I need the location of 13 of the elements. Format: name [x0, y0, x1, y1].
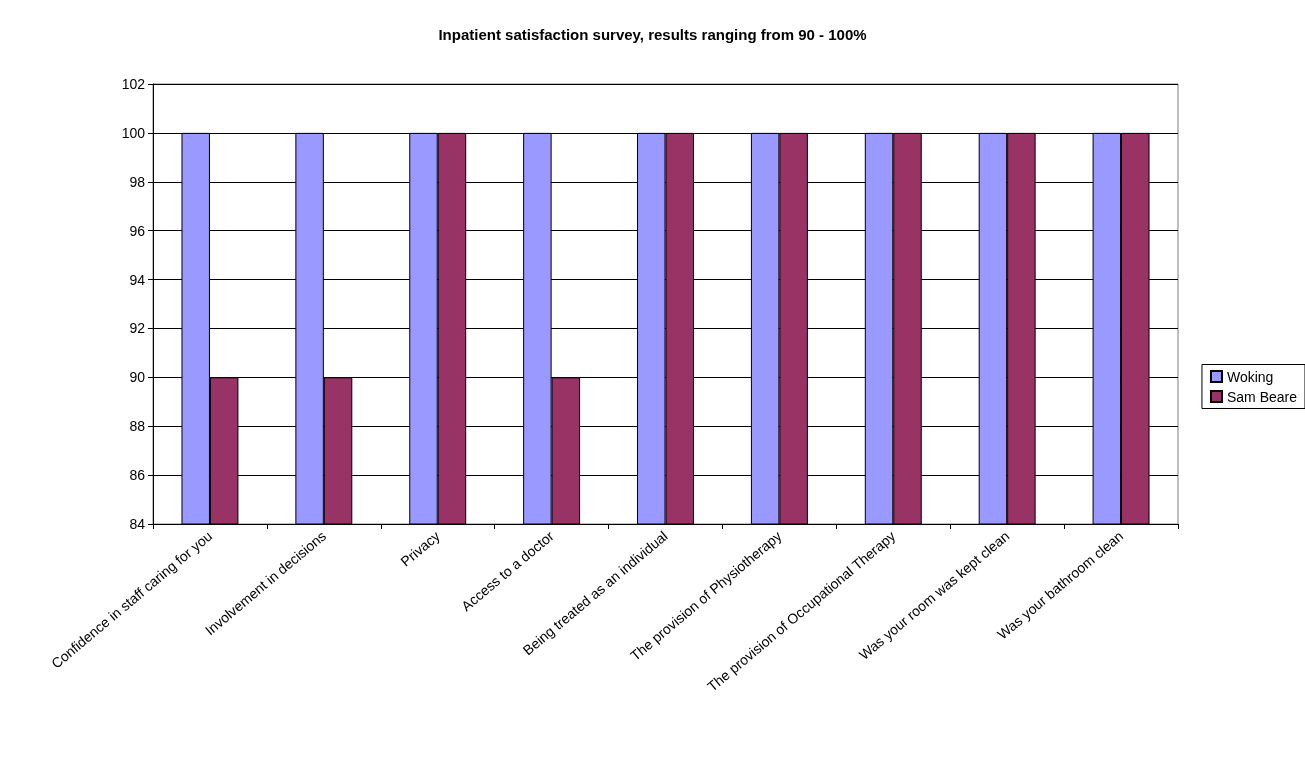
y-tick-label: 100 — [121, 124, 146, 141]
y-tick-label: 102 — [121, 76, 146, 92]
legend-label: Woking — [1226, 368, 1274, 385]
y-tick-label: 94 — [129, 271, 146, 288]
y-tick-label: 86 — [129, 467, 146, 484]
y-tick-label: 98 — [129, 173, 146, 190]
y-tick-label: 88 — [129, 418, 146, 435]
chart-title: Inpatient satisfaction survey, results ranging from 90 - 100% — [438, 26, 867, 43]
legend-label: Sam Beare — [1226, 388, 1298, 405]
y-tick-label: 84 — [129, 516, 146, 532]
y-tick-label: 92 — [129, 320, 146, 337]
y-tick-label: 96 — [129, 222, 146, 239]
y-tick-label: 90 — [129, 369, 146, 386]
